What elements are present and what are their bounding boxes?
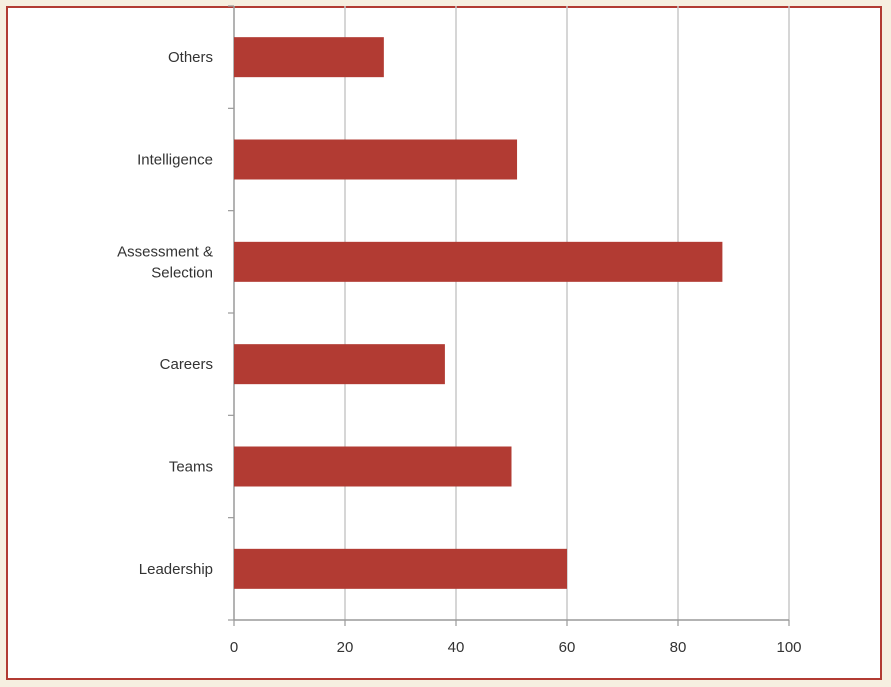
category-label-others: Others <box>168 49 213 66</box>
category-label-assessment-selection: Assessment & Selection <box>117 243 213 281</box>
x-tick-label-80: 80 <box>670 639 687 656</box>
x-tick-label-40: 40 <box>448 639 465 656</box>
x-tick-label-100: 100 <box>776 639 801 656</box>
bar-leadership <box>234 548 567 589</box>
category-label-leadership: Leadership <box>139 561 213 578</box>
x-tick-label-60: 60 <box>559 639 576 656</box>
category-label-careers: Careers <box>160 356 213 373</box>
category-label-intelligence: Intelligence <box>137 152 213 169</box>
bar-assessment-selection <box>234 241 723 282</box>
axes <box>228 5 790 626</box>
category-labels: Others Intelligence Assessment & Selection C… <box>117 49 213 578</box>
gridlines <box>344 6 790 620</box>
bar-others <box>234 37 384 78</box>
bar-intelligence <box>234 139 518 180</box>
bar-careers <box>234 344 445 385</box>
bars <box>234 37 723 589</box>
bar-teams <box>234 446 512 487</box>
x-tick-labels: 0 20 40 60 80 100 <box>230 639 802 656</box>
x-tick-label-0: 0 <box>230 639 238 656</box>
x-tick-label-20: 20 <box>337 639 354 656</box>
category-label-teams: Teams <box>169 459 213 476</box>
